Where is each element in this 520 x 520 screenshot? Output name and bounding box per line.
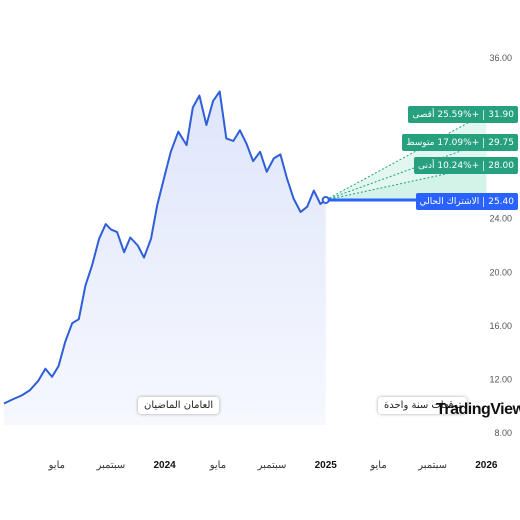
y-tick-label: 16.00 (489, 321, 512, 331)
x-tick-label: سبتمبر (257, 460, 287, 471)
x-tick-label: 2025 (315, 460, 338, 471)
y-tick-label: 12.00 (489, 374, 512, 384)
forecast-tag: الاشتراك الحالي 25.40 (415, 193, 518, 210)
x-tick-label: مايو (209, 460, 226, 471)
current-price-dot (321, 195, 330, 204)
x-tick-label: سبتمبر (96, 460, 126, 471)
forecast-tag: +25.59% أقصى 31.90 (408, 106, 518, 123)
forecast-high-line (325, 112, 487, 201)
forecast-tag-label: +17.09% متوسط (406, 137, 480, 148)
price-line (3, 90, 327, 405)
y-tick-label: 24.00 (489, 214, 512, 224)
tradingview-watermark: TradingView (436, 401, 520, 419)
y-tick-label: 8.00 (494, 428, 512, 438)
forecast-tag-value: 25.40 (483, 196, 518, 207)
past-period-label: العامان الماضيان (138, 397, 220, 414)
forecast-tag-value: 28.00 (483, 160, 518, 171)
forecast-tag-label: الاشتراك الحالي (419, 196, 480, 207)
x-tick-label: سبتمبر (417, 460, 447, 471)
forecast-tag-label: +10.24% أدنى (417, 160, 480, 171)
x-tick-label: مايو (369, 460, 386, 471)
y-tick-label: 36.00 (489, 53, 512, 63)
watermark-text: TradingView (436, 401, 520, 418)
forecast-tag: +17.09% متوسط 29.75 (402, 134, 518, 151)
x-tick-label: 2026 (475, 460, 498, 471)
forecast-tag: +10.24% أدنى 28.00 (413, 157, 518, 174)
forecast-period-label: توقعات سنة واحدة (378, 397, 468, 414)
forecast-tag-label: +25.59% أقصى (412, 109, 480, 120)
price-area-fill (4, 91, 326, 425)
x-tick-label: مايو (48, 460, 65, 471)
y-tick-label: 20.00 (489, 267, 512, 277)
forecast-tag-value: 29.75 (483, 137, 518, 148)
x-tick-label: 2024 (154, 460, 177, 471)
forecast-tag-value: 31.90 (483, 109, 518, 120)
forecast-average-line (325, 141, 487, 201)
